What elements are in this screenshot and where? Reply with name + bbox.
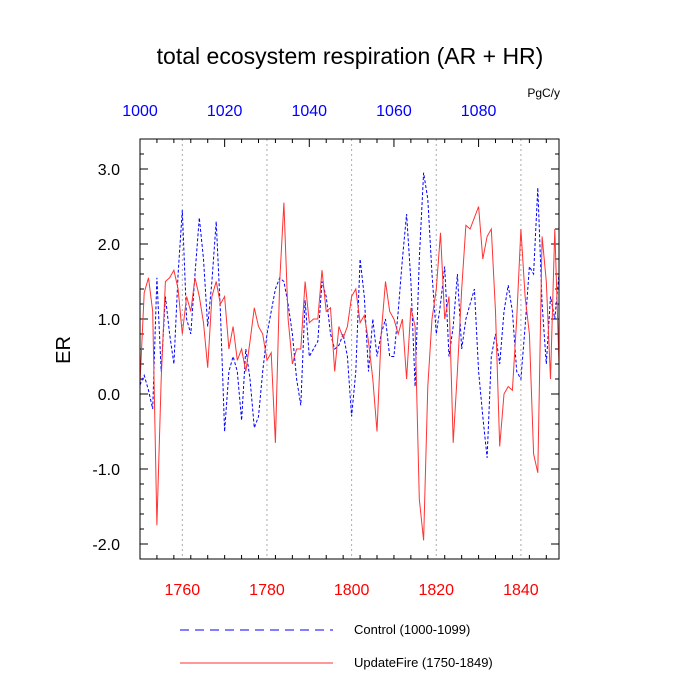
axis-ticks: -2.0 -1.0 0.0 1.0 2.0 3.0 1760 1780 1800 1820 1840… [92,103,538,599]
x-bottom-tick-label: 1760 [165,582,201,599]
series-line-updatefire [139,202,560,541]
plot-frame [139,138,560,560]
y-tick-label: 1.0 [98,312,120,329]
y-tick-label: 0.0 [98,387,120,404]
x-bottom-tick-label: 1840 [503,582,539,599]
x-bottom-tick-label: 1820 [418,582,454,599]
gridlines [181,139,522,559]
x-top-tick-label: 1000 [122,103,158,120]
x-top-tick-label: 1020 [207,103,243,120]
x-bottom-tick-label: 1780 [249,582,285,599]
units-label: PgC/y [527,86,560,100]
x-top-tick-label: 1040 [291,103,327,120]
y-axis-label: ER [53,336,75,364]
y-tick-label: -2.0 [92,537,120,554]
x-top-tick-label: 1060 [376,103,412,120]
series-line-control [139,172,560,458]
x-bottom-tick-label: 1800 [334,582,370,599]
y-tick-label: 3.0 [98,162,120,179]
y-tick-label: -1.0 [92,462,120,479]
x-top-tick-label: 1080 [461,103,497,120]
legend-label-updatefire: UpdateFire (1750-1849) [354,655,493,670]
series-lines [139,172,560,541]
legend: Control (1000-1099) UpdateFire (1750-184… [180,622,493,670]
minor-ticks [139,138,559,560]
legend-label-control: Control (1000-1099) [354,622,470,637]
y-tick-label: 2.0 [98,237,120,254]
chart-title: total ecosystem respiration (AR + HR) [157,43,544,69]
